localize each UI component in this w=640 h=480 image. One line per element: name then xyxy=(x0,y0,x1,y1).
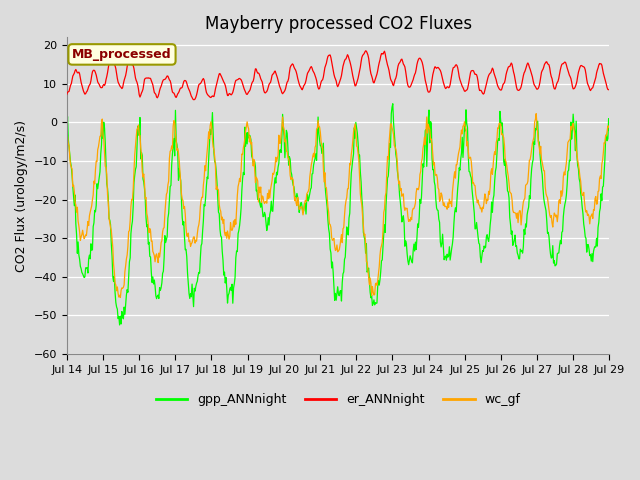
gpp_ANNnight xyxy=(421,128,429,133)
wc_gf xyxy=(63,136,70,142)
wc_gf xyxy=(532,111,540,117)
wc_gf xyxy=(213,183,221,189)
wc_gf xyxy=(129,186,137,192)
gpp_ANNnight xyxy=(389,101,397,107)
er_ANNnight xyxy=(189,97,197,103)
gpp_ANNnight xyxy=(605,128,613,133)
er_ANNnight xyxy=(63,92,70,97)
wc_gf xyxy=(73,209,81,215)
er_ANNnight xyxy=(213,80,221,85)
Text: MB_processed: MB_processed xyxy=(72,48,172,61)
wc_gf xyxy=(420,134,428,140)
er_ANNnight xyxy=(406,84,413,90)
wc_gf xyxy=(116,295,124,300)
Line: wc_gf: wc_gf xyxy=(67,114,609,298)
gpp_ANNnight xyxy=(129,204,137,210)
er_ANNnight xyxy=(421,77,429,83)
er_ANNnight xyxy=(362,48,369,54)
wc_gf xyxy=(605,122,613,128)
Line: gpp_ANNnight: gpp_ANNnight xyxy=(67,104,609,325)
er_ANNnight xyxy=(129,62,136,68)
gpp_ANNnight xyxy=(406,257,413,263)
gpp_ANNnight xyxy=(116,322,124,328)
Title: Mayberry processed CO2 Fluxes: Mayberry processed CO2 Fluxes xyxy=(205,15,472,33)
gpp_ANNnight xyxy=(73,232,81,238)
Line: er_ANNnight: er_ANNnight xyxy=(67,51,609,100)
er_ANNnight xyxy=(184,83,191,89)
Legend: gpp_ANNnight, er_ANNnight, wc_gf: gpp_ANNnight, er_ANNnight, wc_gf xyxy=(150,388,525,411)
er_ANNnight xyxy=(605,87,613,93)
gpp_ANNnight xyxy=(184,281,192,287)
wc_gf xyxy=(184,230,192,236)
wc_gf xyxy=(404,218,412,224)
gpp_ANNnight xyxy=(63,127,70,132)
Y-axis label: CO2 Flux (urology/m2/s): CO2 Flux (urology/m2/s) xyxy=(15,120,28,272)
gpp_ANNnight xyxy=(213,179,221,185)
er_ANNnight xyxy=(73,68,81,74)
